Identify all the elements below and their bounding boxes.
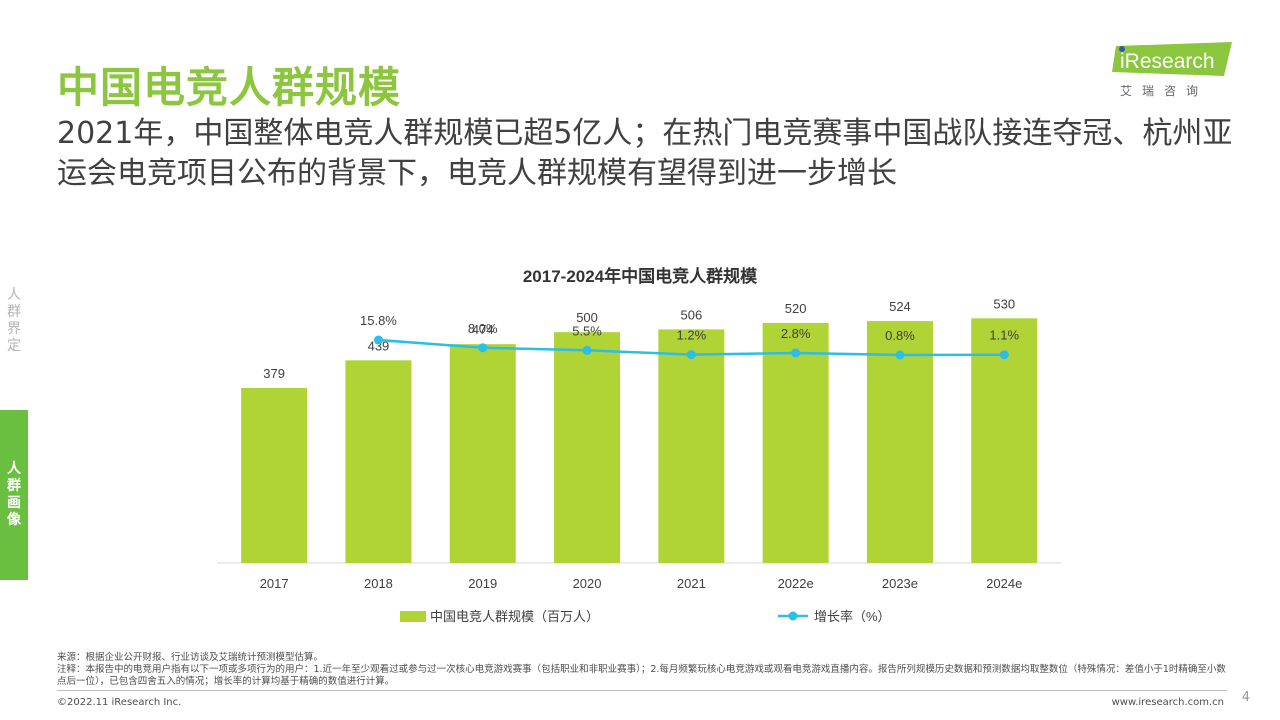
growth-rate-label: 1.1% (989, 328, 1019, 343)
logo-chinese-name: 艾瑞咨询 (1120, 84, 1209, 98)
growth-rate-label: 5.5% (572, 323, 602, 338)
sidebar-label-char: 画 (7, 495, 21, 511)
x-tick-label: 2018 (364, 576, 393, 591)
bar-2022e (762, 322, 829, 563)
bar-2017 (241, 388, 308, 563)
x-tick-label: 2021 (677, 576, 706, 591)
bar-2019 (449, 344, 516, 563)
page-number: 4 (1241, 690, 1250, 705)
copyright: ©2022.11 iResearch Inc. (57, 697, 182, 708)
sidebar-label-char: 界 (7, 321, 21, 337)
iresearch-logo: iResearch 艾瑞咨询 (1112, 42, 1242, 102)
bar-2020 (554, 332, 621, 563)
bar-value-label: 500 (576, 310, 598, 325)
bar-value-label: 520 (785, 301, 807, 316)
growth-rate-point (895, 350, 905, 360)
sidebar-item-crowd-definition[interactable]: 人群界定 (0, 285, 28, 375)
growth-rate-label: 1.2% (677, 328, 707, 343)
growth-rate-point (686, 350, 696, 360)
logo-text: iResearch (1120, 50, 1215, 73)
esports-population-chart: 2017-2024年中国电竞人群规模 379 2017 439 2018 474 2019 5… (217, 266, 1062, 624)
growth-rate-point (373, 335, 383, 345)
page-subtitle: 2021年，中国整体电竞人群规模已超5亿人；在热门电竞赛事中国战队接连夺冠、杭州… (57, 116, 1233, 191)
growth-rate-point (582, 345, 592, 355)
bar-value-label: 379 (263, 366, 285, 381)
legend-line-marker (788, 611, 798, 621)
bar-2023e (866, 321, 933, 563)
x-tick-label: 2023e (882, 576, 918, 591)
website-link[interactable]: www.iresearch.com.cn (1111, 697, 1224, 708)
sidebar-label-char: 人 (7, 461, 21, 477)
legend-bar-label: 中国电竞人群规模（百万人） (430, 609, 599, 624)
growth-rate-label: 15.8% (360, 313, 397, 328)
growth-rate-point (478, 343, 488, 353)
growth-rate-label: 0.8% (885, 328, 915, 343)
sidebar-item-crowd-profile[interactable]: 人群画像 (0, 410, 28, 580)
growth-rate-point (999, 350, 1009, 360)
footer-divider (57, 690, 1227, 691)
growth-rate-label: 2.8% (781, 326, 811, 341)
bar-value-label: 439 (368, 338, 390, 353)
section-sidebar: 人群界定 人群画像 (0, 285, 28, 580)
sidebar-label-char: 群 (7, 478, 21, 494)
bar-value-label: 524 (889, 299, 911, 314)
x-tick-label: 2019 (468, 576, 497, 591)
x-tick-label: 2017 (260, 576, 289, 591)
sidebar-label-char: 人 (7, 287, 21, 303)
x-tick-label: 2020 (573, 576, 602, 591)
source-note: 来源：根据企业公开财报、行业访谈及艾瑞统计预测模型估算。 (57, 652, 324, 663)
chart-title: 2017-2024年中国电竞人群规模 (523, 266, 758, 286)
bar-value-label: 506 (680, 307, 702, 322)
bar-value-label: 530 (993, 296, 1015, 311)
growth-rate-point (791, 348, 801, 358)
bar-2021 (658, 329, 725, 563)
growth-rate-label: 8.0% (468, 321, 498, 336)
footnotes: 来源：根据企业公开财报、行业访谈及艾瑞统计预测模型估算。 注释：本报告中的电竞用… (57, 652, 1227, 688)
sidebar-label-char: 群 (7, 304, 21, 320)
logo-mark: iResearch (1112, 42, 1232, 76)
legend-line-label: 增长率（%） (814, 609, 891, 624)
bar-2018 (345, 360, 412, 563)
bar-value-label: 474 (472, 322, 494, 337)
x-tick-label: 2024e (986, 576, 1022, 591)
legend-bar-swatch (400, 611, 426, 622)
page-title: 中国电竞人群规模 (57, 63, 402, 112)
sidebar-label-char: 像 (7, 512, 21, 528)
annotation-note: 注释：本报告中的电竞用户指有以下一项或多项行为的用户：1.近一年至少观看过或参与… (57, 664, 1226, 687)
sidebar-label-char: 定 (7, 338, 21, 354)
x-tick-label: 2022e (778, 576, 814, 591)
